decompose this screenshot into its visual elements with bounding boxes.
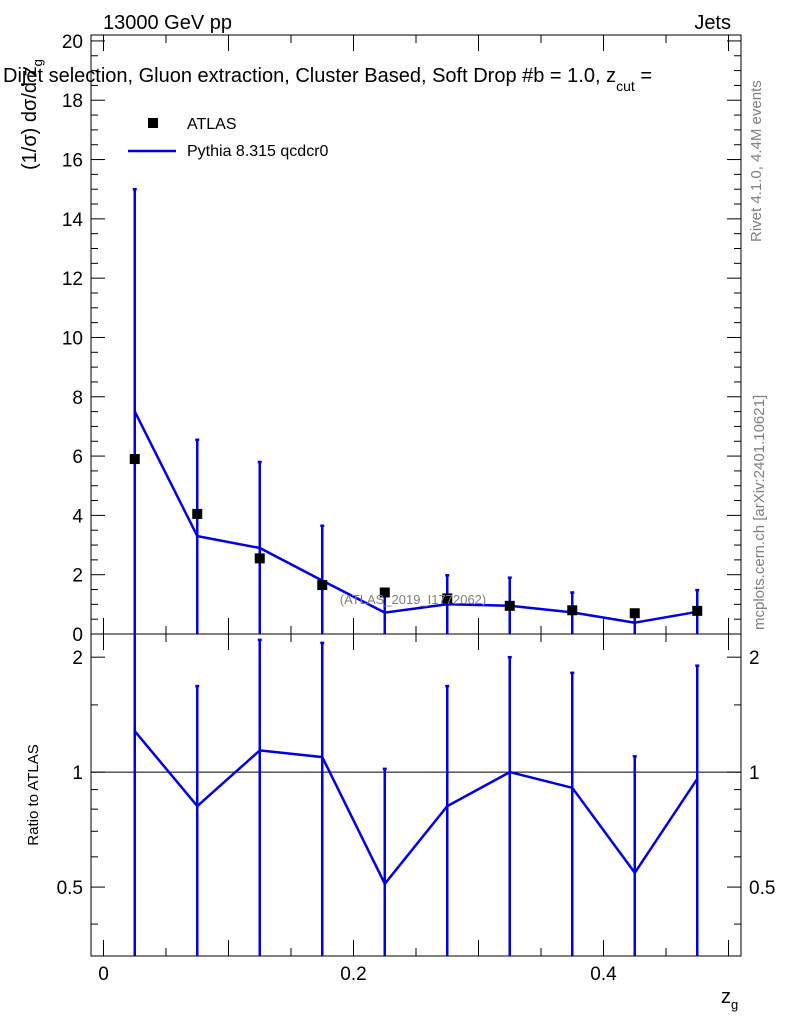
atlas-data-point — [379, 587, 390, 598]
main-y-tick-label: 20 — [62, 32, 83, 53]
atlas-data-point — [504, 600, 515, 611]
x-axis-label: zg — [721, 986, 738, 1012]
x-axis-ticks: 0 0.2 0.4 — [98, 35, 729, 985]
x-tick-label: 0.2 — [340, 964, 366, 985]
ratio-y-tick-label-right: 2 — [749, 648, 760, 669]
ratio-y-tick-label-left: 2 — [72, 648, 83, 669]
mcplots-reference-note: mcplots.cern.ch [arXiv:2401.10621] — [751, 395, 768, 630]
main-y-tick-label: 6 — [72, 447, 83, 468]
ratio-error-bars — [133, 634, 700, 956]
main-y-tick-label: 14 — [62, 210, 84, 231]
atlas-data-point — [567, 605, 578, 616]
ratio-y-tick-label-left: 1 — [72, 763, 83, 784]
analysis-watermark: (ATLAS_2019_I1772062) — [340, 592, 486, 607]
ratio-axis-ticks: 0.5 0.5 1 1 2 2 — [57, 648, 775, 925]
main-y-tick-label: 18 — [62, 91, 83, 112]
main-y-axis-label: (1/σ) dσ/d zg — [19, 59, 45, 170]
main-y-tick-label: 4 — [72, 506, 83, 527]
atlas-data-point — [692, 605, 703, 616]
pythia-line — [133, 411, 698, 624]
x-tick-label: 0.4 — [590, 964, 617, 985]
main-error-bars — [132, 187, 700, 634]
header-right-label: Jets — [694, 12, 731, 34]
main-y-tick-label: 12 — [62, 269, 83, 290]
main-y-tick-label: 16 — [62, 151, 83, 172]
legend-data-label: ATLAS — [187, 116, 237, 133]
main-y-tick-label: 2 — [72, 566, 83, 587]
atlas-data-point — [192, 508, 203, 519]
plot-title-tail: = — [635, 65, 652, 87]
x-axis-label-sub: g — [731, 997, 738, 1012]
atlas-data-point — [254, 553, 265, 564]
main-y-axis-label-text: (1/σ) dσ/d z — [19, 66, 41, 170]
atlas-data-point — [629, 608, 640, 619]
main-y-axis-label-sub: g — [30, 59, 45, 66]
main-y-tick-label: 10 — [62, 328, 83, 349]
legend-data-marker — [148, 118, 158, 128]
ratio-y-tick-label-right: 0.5 — [749, 878, 775, 899]
plot-title: Dijet selection, Gluon extraction, Clust… — [3, 65, 652, 94]
main-axis-ticks: 0 2 4 6 8 10 12 14 16 18 20 — [62, 32, 741, 646]
plot-title-sub: cut — [616, 78, 635, 94]
ratio-y-tick-label-right: 1 — [749, 763, 760, 784]
ratio-pythia-line — [133, 730, 699, 887]
ratio-y-tick-label-left: 0.5 — [57, 878, 83, 899]
main-y-tick-label: 0 — [72, 625, 83, 646]
legend-mc-label: Pythia 8.315 qcdcr0 — [187, 143, 329, 160]
atlas-data-points — [129, 454, 703, 619]
atlas-data-point — [442, 593, 453, 604]
ratio-y-axis-label: Ratio to ATLAS — [25, 744, 42, 845]
atlas-data-point — [317, 580, 328, 591]
main-y-tick-label: 8 — [72, 388, 83, 409]
x-tick-label: 0 — [98, 964, 109, 985]
atlas-data-point — [129, 454, 140, 465]
x-axis-label-text: z — [721, 986, 731, 1008]
plot-title-main: Dijet selection, Gluon extraction, Clust… — [3, 65, 616, 87]
header-left-label: 13000 GeV pp — [103, 12, 232, 34]
rivet-version-note: Rivet 4.1.0, 4.4M events — [748, 80, 765, 242]
